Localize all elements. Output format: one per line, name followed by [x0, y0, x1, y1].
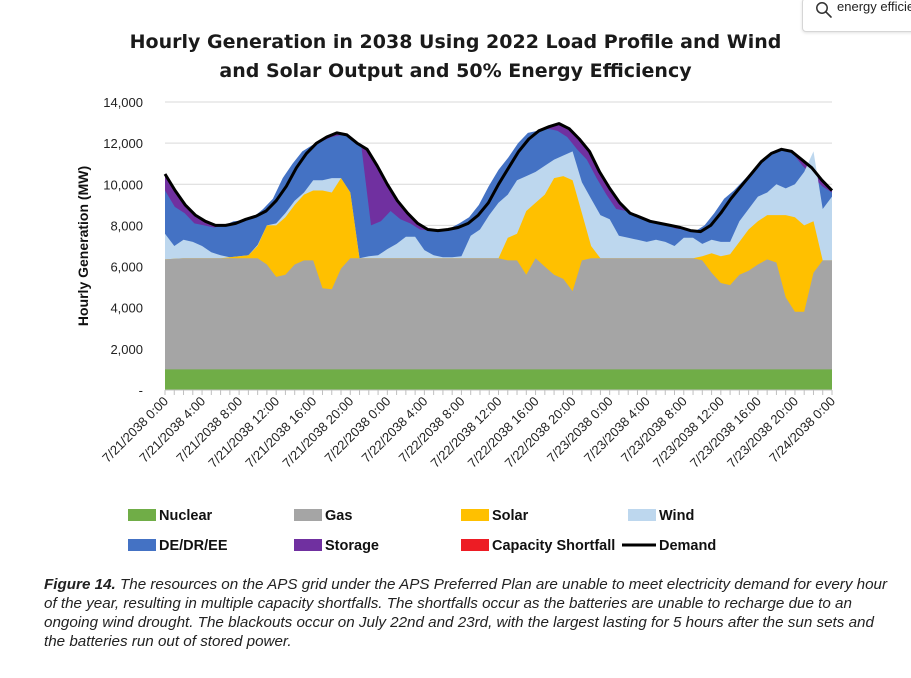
y-tick-label: 2,000	[110, 342, 143, 357]
legend-label-solar: Solar	[492, 508, 529, 524]
legend-swatch-wind	[628, 509, 656, 521]
search-box[interactable]: energy efficie	[802, 0, 911, 32]
area-nuclear	[165, 369, 832, 390]
legend-label-storage: Storage	[325, 538, 379, 554]
legend-label-demand: Demand	[659, 538, 716, 554]
legend-swatch-nuclear	[128, 509, 156, 521]
figure-caption: Figure 14. The resources on the APS grid…	[44, 575, 894, 651]
area-gas	[165, 258, 832, 390]
caption-label: Figure 14.	[44, 576, 116, 593]
legend-swatch-capacity-shortfall	[461, 539, 489, 551]
legend-swatch-solar	[461, 509, 489, 521]
chart-title-line2: and Solar Output and 50% Energy Efficien…	[219, 60, 692, 82]
legend-label-capacity-shortfall: Capacity Shortfall	[492, 538, 615, 554]
legend-swatch-storage	[294, 539, 322, 551]
search-icon	[816, 2, 832, 18]
legend-label-gas: Gas	[325, 508, 352, 524]
y-tick-label: 4,000	[110, 301, 143, 316]
y-tick-label: 12,000	[103, 136, 143, 151]
caption-text: The resources on the APS grid under the …	[44, 576, 888, 650]
chart-title: Hourly Generation in 2038 Using 2022 Loa…	[0, 28, 911, 86]
y-axis-label: Hourly Generation (MW)	[75, 166, 91, 326]
legend-label-nuclear: Nuclear	[159, 508, 213, 524]
legend-swatch-de-dr-ee	[128, 539, 156, 551]
chart-title-line1: Hourly Generation in 2038 Using 2022 Loa…	[129, 31, 782, 53]
y-tick-label: 8,000	[110, 218, 143, 233]
y-tick-label: 14,000	[103, 95, 143, 110]
x-tick-label: 7/24/2038 0:00	[766, 394, 838, 466]
y-tick-label: 10,000	[103, 177, 143, 192]
search-input-value[interactable]: energy efficie	[837, 0, 911, 14]
demand-line	[163, 122, 834, 234]
y-tick-label: 6,000	[110, 260, 143, 275]
legend-label-de-dr-ee: DE/DR/EE	[159, 538, 228, 554]
legend-swatch-gas	[294, 509, 322, 521]
y-tick-label: -	[139, 383, 143, 398]
legend-label-wind: Wind	[659, 508, 694, 524]
